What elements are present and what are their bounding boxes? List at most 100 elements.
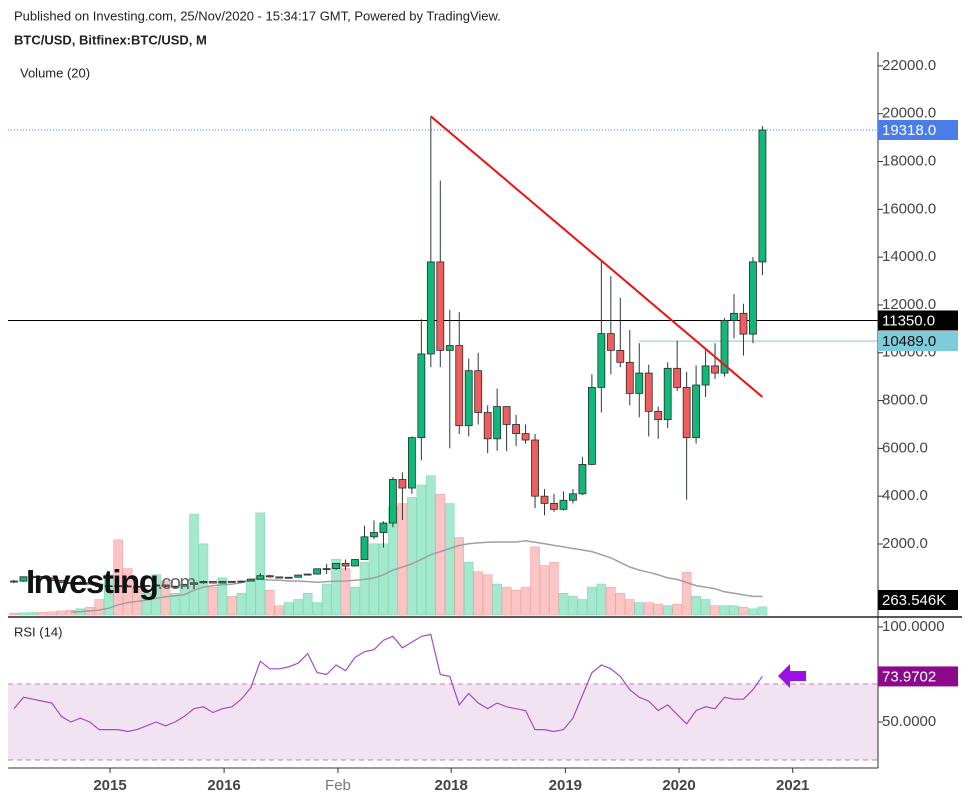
- candle-body: [190, 582, 198, 585]
- volume-bar: [141, 593, 152, 616]
- volume-bar: [28, 612, 38, 616]
- plot-layers: [8, 115, 878, 761]
- volume-bar: [435, 494, 446, 616]
- candle-body: [360, 536, 369, 560]
- candle-body: [673, 367, 682, 388]
- candle-body: [483, 412, 492, 440]
- candle-body: [407, 437, 416, 489]
- x-tick-label: 2019: [549, 777, 582, 794]
- candle-body: [66, 582, 75, 585]
- level-box: [878, 331, 958, 352]
- candle-body: [663, 367, 672, 421]
- volume-bar: [530, 546, 540, 616]
- logo-suffix: .com: [157, 572, 195, 594]
- volume-bar: [662, 605, 673, 616]
- candle-body: [123, 585, 132, 588]
- volume-bar: [748, 608, 758, 616]
- candle-body: [332, 562, 340, 570]
- candle-body: [692, 384, 700, 439]
- x-tick-label: 2015: [93, 777, 126, 794]
- volume-bar: [463, 562, 474, 616]
- candle-body: [587, 387, 596, 465]
- candle-body: [209, 581, 217, 584]
- volume-bar: [492, 583, 502, 616]
- candle-body: [559, 499, 568, 510]
- volume-bar: [691, 596, 701, 616]
- volume-bar: [113, 539, 123, 616]
- rsi-tick-label: 50.0000: [882, 713, 936, 730]
- candle-body: [95, 583, 104, 588]
- volume-bar: [729, 605, 739, 616]
- volume-bar: [179, 586, 190, 616]
- candle-body: [341, 562, 350, 567]
- volume-bar: [407, 497, 417, 616]
- volume-bar: [56, 610, 67, 616]
- volume-bar: [596, 583, 607, 616]
- candle-body: [389, 479, 397, 524]
- volume-bar: [302, 593, 313, 616]
- candle-body: [474, 370, 483, 413]
- candle-body: [578, 463, 587, 495]
- candle-body: [171, 585, 179, 588]
- candle-body: [114, 585, 123, 588]
- y-tick-label: 14000.0: [882, 248, 936, 265]
- candle-body: [436, 261, 445, 351]
- volume-bar: [321, 583, 332, 616]
- volume-bar: [511, 589, 521, 616]
- x-tick-label: 2020: [662, 777, 695, 794]
- volume-bar: [710, 605, 720, 616]
- candle-body: [720, 320, 729, 374]
- candle-body: [616, 349, 625, 363]
- candle-body: [606, 333, 615, 351]
- volume-bar: [653, 603, 664, 616]
- rsi-tick-label: 100.0000: [882, 618, 945, 635]
- candle-body: [351, 559, 359, 567]
- candle-body: [322, 568, 331, 571]
- candle-body: [227, 580, 236, 583]
- volume-bar: [170, 593, 180, 616]
- candle-body: [597, 333, 606, 388]
- y-tick-label: 20000.0: [882, 105, 936, 122]
- last-volume-box: [878, 590, 958, 610]
- volume-bar: [350, 586, 360, 616]
- logo: Investing.com: [26, 563, 196, 600]
- volume-bar: [331, 558, 341, 616]
- candle-body: [540, 495, 549, 504]
- volume-bar: [255, 512, 266, 616]
- volume-bar: [312, 602, 322, 616]
- last-rsi-box: [878, 666, 958, 687]
- volume-bar: [634, 602, 645, 616]
- volume-bar: [643, 602, 654, 616]
- y-tick-label: 8000.0: [882, 392, 928, 409]
- candle-body: [246, 578, 255, 582]
- level-box: [878, 310, 958, 331]
- trendline: [430, 115, 764, 398]
- candle-body: [531, 439, 539, 497]
- logo-name: Investing: [26, 563, 157, 600]
- candle-body: [199, 581, 208, 584]
- candle-body: [739, 312, 748, 335]
- y-tick-label: 12000.0: [882, 296, 936, 313]
- candle-body: [152, 584, 160, 587]
- volume-label: Volume (20): [20, 65, 90, 80]
- volume-bar: [520, 586, 531, 616]
- candle-body: [730, 312, 738, 321]
- y-tick-label: 16000.0: [882, 200, 936, 217]
- candle-body: [85, 582, 94, 585]
- volume-bar: [757, 606, 768, 616]
- rsi-band: [8, 683, 878, 761]
- volume-bar: [397, 503, 408, 616]
- y-tick-label: 2000.0: [882, 535, 928, 552]
- candle-body: [256, 575, 265, 580]
- level-label: 10489.0: [882, 333, 936, 350]
- rsi-label: RSI (14): [14, 624, 62, 639]
- volume-bar: [369, 543, 379, 616]
- candle-body: [47, 577, 56, 581]
- candle-body: [237, 580, 246, 583]
- volume-bar: [539, 565, 550, 616]
- volume-bar: [606, 586, 616, 616]
- candle-body: [455, 345, 464, 427]
- candle-body: [417, 353, 426, 439]
- candle-body: [550, 502, 558, 510]
